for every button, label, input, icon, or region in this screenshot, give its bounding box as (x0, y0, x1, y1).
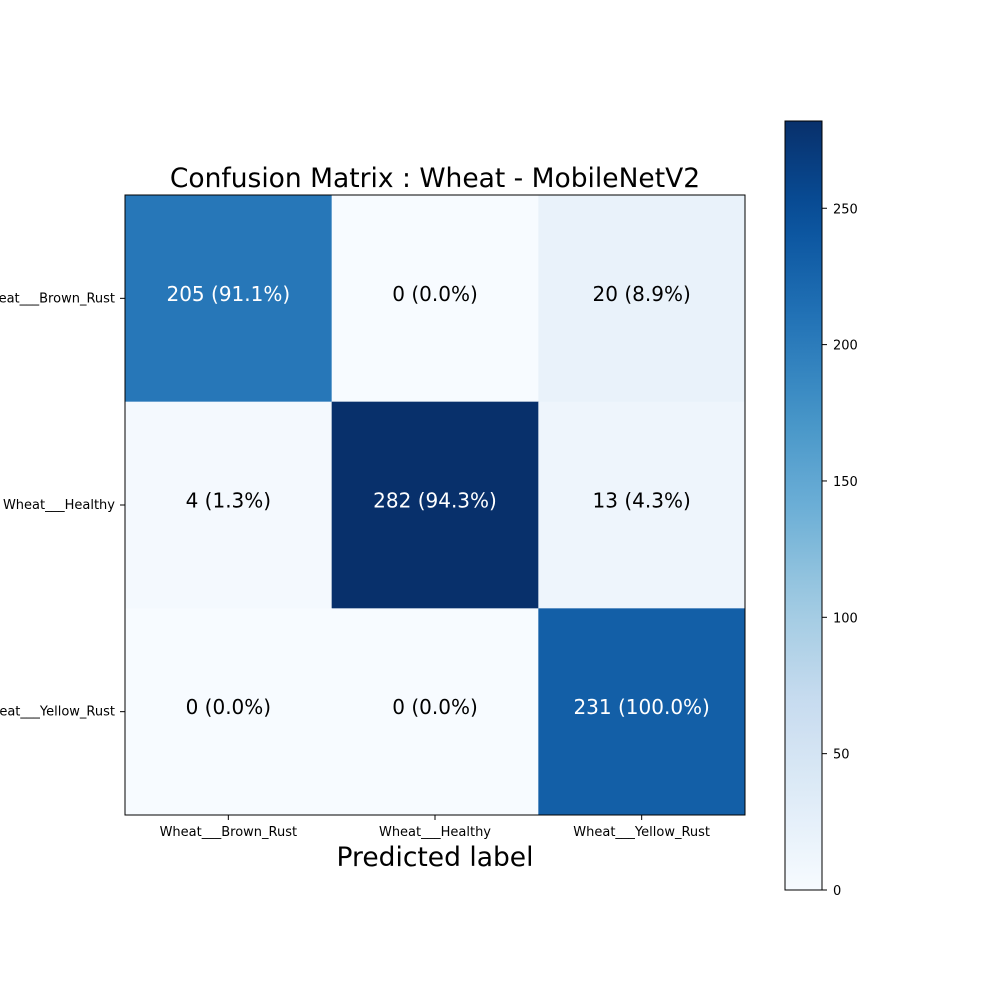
colorbar-tick-label: 100 (833, 611, 858, 626)
colorbar-tick-label: 200 (833, 339, 858, 354)
cell-value-label: 231 (100.0%) (573, 695, 709, 719)
x-tick-label: Wheat___Yellow_Rust (573, 825, 710, 840)
cell-value-label: 282 (94.3%) (373, 489, 497, 513)
cell-value-label: 0 (0.0%) (392, 695, 478, 719)
y-axis-ticks: Wheat___Brown_Rust Wheat___Healthy Wheat__… (0, 291, 125, 720)
y-tick-label: Wheat___Brown_Rust (0, 291, 115, 306)
heatmap-cell (538, 195, 746, 403)
colorbar (784, 120, 823, 891)
cell-value-label: 13 (4.3%) (593, 489, 691, 513)
heatmap-cell (125, 608, 333, 816)
colorbar-tick-label: 50 (833, 748, 850, 763)
cell-value-label: 0 (0.0%) (186, 695, 272, 719)
heatmap-cells: 205 (91.1%) 0 (0.0%) 20 (8.9%) 4 (1.3%) 282 … (125, 195, 746, 816)
heatmap-cell (125, 401, 333, 609)
heatmap-cell (331, 401, 539, 609)
heatmap-cell (331, 608, 539, 816)
cell-value-label: 0 (0.0%) (392, 282, 478, 306)
colorbar-tick-label: 150 (833, 475, 858, 490)
x-axis-label: Predicted label (337, 842, 534, 873)
x-tick-label: Wheat___Brown_Rust (160, 825, 298, 840)
cell-value-label: 205 (91.1%) (166, 282, 290, 306)
colorbar-tick-label: 0 (833, 884, 841, 899)
x-axis-ticks: Wheat___Brown_Rust Wheat___Healthy Wheat__… (160, 815, 710, 840)
cell-value-label: 20 (8.9%) (593, 282, 691, 306)
x-tick-label: Wheat___Healthy (379, 825, 491, 840)
colorbar-tick-label: 250 (833, 202, 858, 217)
chart-title: Confusion Matrix : Wheat - MobileNetV2 (170, 163, 700, 194)
heatmap-cell (331, 195, 539, 403)
y-tick-label: Wheat___Yellow_Rust (0, 705, 115, 720)
heatmap-cell (538, 401, 746, 609)
heatmap-cell (125, 195, 333, 403)
colorbar-ticks: 0 50 100 150 200 250 (822, 202, 858, 899)
heatmap-cell (538, 608, 746, 816)
cell-value-label: 4 (1.3%) (186, 489, 272, 513)
y-tick-label: Wheat___Healthy (3, 498, 115, 513)
